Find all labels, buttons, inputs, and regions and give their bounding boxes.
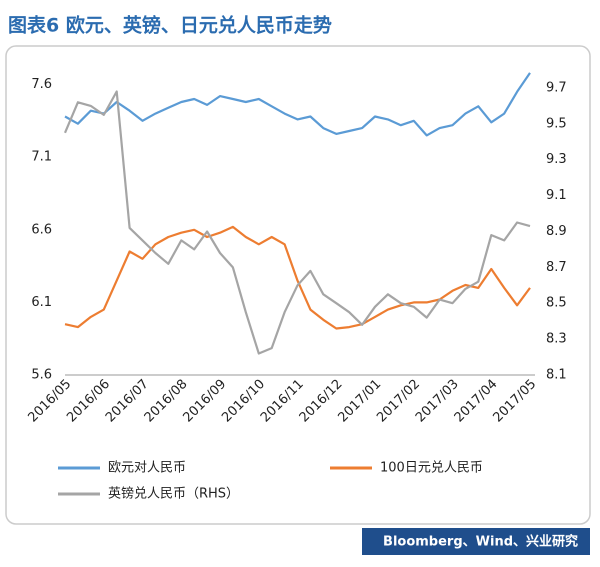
source: Bloomberg、Wind、兴业研究 [383, 534, 578, 550]
y-tick-label: 6.6 [31, 222, 52, 237]
y2-tick-label: 9.7 [546, 80, 567, 95]
y-tick-label: 6.1 [31, 295, 52, 310]
x-tick-label: 2017/05 [491, 377, 540, 426]
series-line [64, 225, 531, 330]
legend-label: 欧元对人民币 [108, 461, 186, 476]
y2-tick-label: 8.9 [546, 224, 567, 239]
chart-title: 图表6 欧元、英镑、日元兑人民币走势 [8, 14, 332, 37]
y2-tick-label: 9.1 [546, 188, 567, 203]
source-box [362, 528, 590, 555]
y2-tick-label: 9.3 [546, 152, 567, 167]
y-tick-label: 5.6 [31, 368, 52, 383]
y2-tick-label: 8.5 [546, 296, 567, 311]
y2-tick-label: 9.5 [546, 116, 567, 131]
y2-tick-label: 8.3 [546, 332, 567, 347]
y-tick-label: 7.6 [31, 77, 52, 92]
chart-frame [5, 45, 591, 525]
legend-label: 英镑兑人民币（RHS） [108, 486, 239, 502]
y2-tick-label: 8.7 [546, 260, 567, 275]
series-line [63, 90, 531, 355]
legend-label: 100日元兑人民币 [380, 461, 483, 476]
series-line [64, 72, 531, 137]
y-tick-label: 7.1 [31, 150, 52, 165]
y2-tick-label: 8.1 [546, 368, 567, 383]
